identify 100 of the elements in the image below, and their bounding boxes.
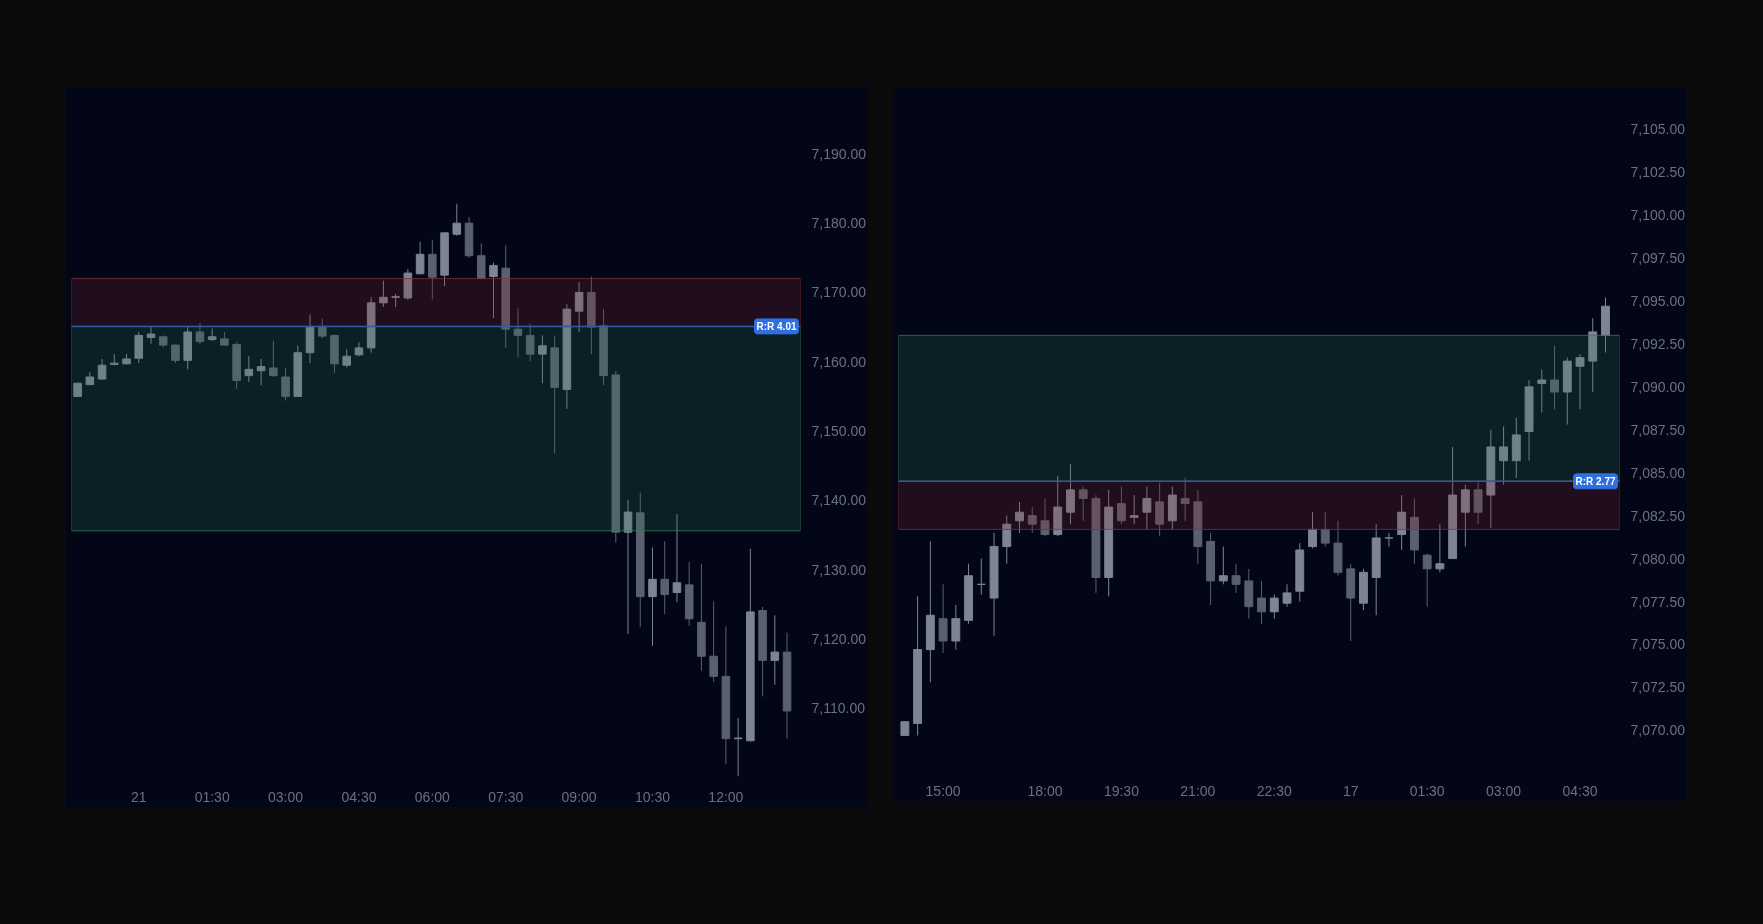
candlestick	[1384, 532, 1394, 548]
candlestick	[1040, 497, 1050, 537]
candlestick	[1537, 369, 1547, 414]
candlestick	[171, 343, 180, 364]
candlestick	[415, 241, 425, 275]
candlestick	[525, 323, 535, 362]
x-tick-label: 21:00	[1180, 782, 1216, 799]
x-tick-label: 15:00	[925, 782, 961, 799]
candlestick	[1473, 480, 1483, 525]
candlestick	[195, 322, 205, 345]
candlestick	[1002, 515, 1012, 565]
candlestick	[1180, 477, 1190, 522]
candlestick	[1435, 523, 1445, 573]
ref-line-label: R:R 4.01	[756, 320, 797, 332]
x-tick-label: 19:30	[1103, 782, 1140, 799]
candlestick	[1282, 583, 1292, 608]
y-tick-label: 7,130.00	[811, 561, 867, 578]
candlestick	[1129, 494, 1139, 525]
candlestick	[770, 614, 780, 686]
y-tick-label: 7,085.00	[1630, 464, 1686, 481]
x-tick-label: 03:00	[268, 788, 304, 805]
candlestick	[648, 546, 657, 647]
candlestick	[660, 540, 670, 615]
y-tick-label: 7,082.50	[1630, 507, 1686, 524]
candlestick	[1257, 580, 1266, 625]
x-tick-label: 10:30	[634, 788, 671, 805]
candlestick	[1308, 511, 1317, 549]
candlestick	[1231, 563, 1241, 594]
candlestick	[513, 307, 523, 358]
candlestick	[244, 355, 254, 383]
x-tick-label: 12:00	[708, 788, 744, 805]
candlestick	[1015, 501, 1024, 534]
candlestick	[1027, 506, 1037, 534]
y-tick-label: 7,190.00	[811, 145, 867, 162]
y-tick-label: 7,077.50	[1630, 593, 1686, 610]
y-tick-label: 7,097.50	[1630, 250, 1686, 267]
candlestick	[1550, 345, 1559, 410]
y-tick-label: 7,120.00	[811, 630, 867, 647]
candlestick	[672, 513, 682, 603]
x-tick-label: 18:00	[1027, 782, 1063, 799]
candlestick	[574, 281, 584, 333]
x-tick-label: 06:00	[414, 788, 451, 805]
candlestick	[733, 717, 743, 777]
y-tick-label: 7,100.00	[1630, 207, 1686, 224]
candlestick	[97, 358, 107, 381]
candlestick	[342, 348, 351, 368]
candlestick	[1575, 353, 1585, 410]
candlestick	[1422, 552, 1432, 608]
y-tick-label: 7,087.50	[1630, 421, 1686, 438]
x-tick-label: 04:30	[341, 788, 377, 805]
y-tick-label: 7,180.00	[811, 215, 867, 232]
y-tick-label: 7,140.00	[811, 492, 867, 509]
y-tick-label: 7,160.00	[811, 353, 867, 370]
y-tick-label: 7,072.50	[1630, 679, 1686, 696]
candlestick	[1269, 594, 1279, 620]
candlestick	[317, 318, 327, 339]
y-tick-label: 7,070.00	[1630, 722, 1686, 739]
candlestick	[1218, 546, 1228, 585]
x-tick-label: 01:30	[1409, 782, 1445, 799]
x-tick-label: 03:00	[1486, 782, 1522, 799]
candlestick	[256, 358, 266, 386]
candlestick	[1078, 485, 1088, 522]
y-tick-label: 7,080.00	[1630, 550, 1686, 567]
candlestick	[1066, 463, 1075, 525]
candlestick	[1116, 485, 1126, 525]
x-tick-label: 22:30	[1256, 782, 1293, 799]
candlestick	[134, 331, 144, 364]
candlestick	[538, 334, 547, 384]
y-tick-label: 7,150.00	[811, 423, 867, 440]
candlestick	[1499, 425, 1509, 486]
y-tick-label: 7,092.50	[1630, 335, 1686, 352]
candlestick	[428, 239, 437, 300]
candlestick	[1155, 482, 1165, 537]
candlestick	[379, 280, 388, 308]
x-tick-label: 09:00	[561, 788, 597, 805]
y-tick-label: 7,170.00	[811, 284, 867, 301]
candlestick	[1397, 494, 1407, 551]
candlestick	[281, 367, 290, 402]
y-tick-label: 7,110.00	[811, 700, 866, 717]
candlestick	[489, 262, 498, 319]
candlestick	[1320, 511, 1330, 548]
x-tick-label: 01:30	[194, 788, 230, 805]
candlestick	[938, 583, 948, 654]
x-tick-label: 17	[1342, 782, 1359, 799]
candlestick	[951, 604, 961, 651]
candlestick	[146, 326, 156, 345]
y-tick-label: 7,090.00	[1630, 378, 1686, 395]
candlestick	[476, 242, 486, 280]
candlestick	[452, 203, 462, 237]
candlestick	[1460, 484, 1470, 548]
candlestick	[1142, 485, 1152, 530]
candlestick	[623, 499, 633, 635]
y-tick-label: 7,102.50	[1630, 164, 1686, 181]
y-tick-label: 7,105.00	[1630, 121, 1686, 138]
x-tick-label: 07:30	[488, 788, 524, 805]
x-tick-label: 21	[130, 788, 147, 805]
y-tick-label: 7,095.00	[1630, 292, 1686, 309]
x-tick-label: 04:30	[1562, 782, 1598, 799]
candlestick	[269, 340, 278, 378]
candlestick	[709, 601, 718, 683]
